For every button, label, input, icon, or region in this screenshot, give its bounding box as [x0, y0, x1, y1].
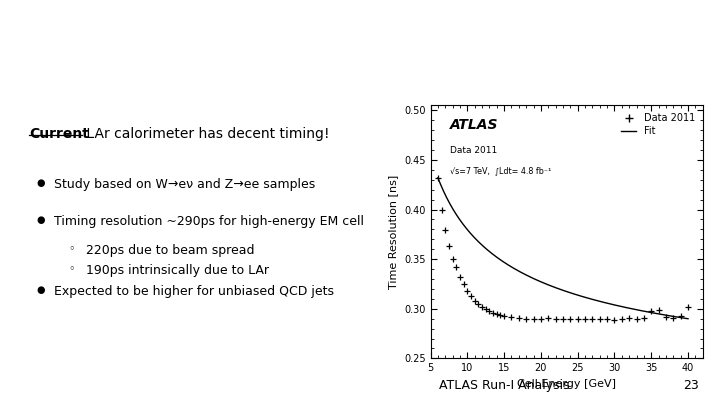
Text: ●: ●	[36, 215, 45, 226]
Y-axis label: Time Resolution [ns]: Time Resolution [ns]	[389, 175, 398, 289]
Fit	[533, 278, 541, 283]
Text: ATLAS Run-I Analysis: ATLAS Run-I Analysis	[439, 379, 570, 392]
Legend: Data 2011, Fit: Data 2011, Fit	[618, 110, 698, 139]
Line: Fit: Fit	[438, 178, 688, 319]
Text: ●: ●	[36, 177, 45, 188]
Text: Expected to be higher for unbiased QCD jets: Expected to be higher for unbiased QCD j…	[54, 285, 334, 298]
Fit	[614, 303, 623, 308]
Text: ATLAS: ATLAS	[449, 118, 498, 132]
Text: √s=7 TeV,  ∫Ldt= 4.8 fb⁻¹: √s=7 TeV, ∫Ldt= 4.8 fb⁻¹	[449, 166, 551, 175]
Text: Study based on W→eν and Z→ee samples: Study based on W→eν and Z→ee samples	[54, 177, 315, 190]
Fit	[684, 316, 693, 321]
Fit	[616, 304, 624, 309]
Text: 190ps intrinsically due to LAr: 190ps intrinsically due to LAr	[86, 264, 269, 277]
Text: 220ps due to beam spread: 220ps due to beam spread	[86, 244, 255, 257]
Fit	[591, 298, 600, 303]
Text: Current: Current	[29, 127, 89, 141]
Text: ●: ●	[36, 285, 45, 295]
Fit	[433, 175, 442, 180]
Text: ◦: ◦	[68, 264, 75, 275]
Text: ATLAS: Timing in LAr Calorimeter: ATLAS: Timing in LAr Calorimeter	[22, 35, 542, 63]
Text: Data 2011: Data 2011	[449, 146, 497, 155]
X-axis label: Cell Energy [GeV]: Cell Energy [GeV]	[517, 379, 616, 389]
Text: ◦: ◦	[68, 244, 75, 254]
Fit	[464, 228, 472, 233]
Text: Timing resolution ~290ps for high-energy EM cell: Timing resolution ~290ps for high-energy…	[54, 215, 364, 228]
Text: LAr calorimeter has decent timing!: LAr calorimeter has decent timing!	[82, 127, 330, 141]
Fit	[515, 269, 523, 274]
Text: 23: 23	[683, 379, 698, 392]
